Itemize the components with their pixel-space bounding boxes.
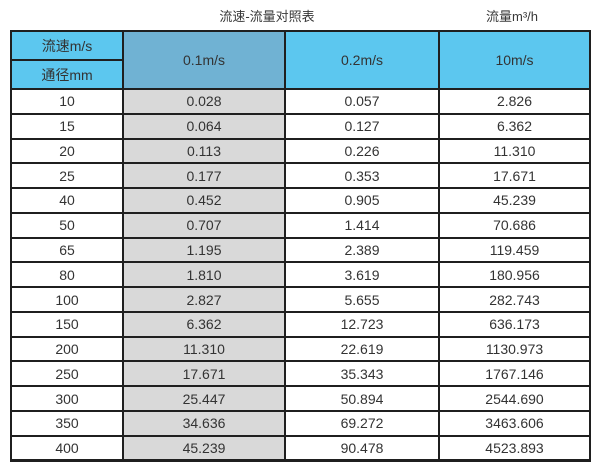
table-header: 流速m/s 0.1m/s 0.2m/s 10m/s 通径mm <box>10 30 591 90</box>
flow-value-cell: 0.177 <box>122 162 286 190</box>
flow-value-cell: 6.362 <box>122 310 286 338</box>
table-row: 100 2.827 5.655 282.743 <box>10 286 591 313</box>
flow-unit-label: 流量m³/h <box>485 9 539 24</box>
table-row: 150 6.362 12.723 636.173 <box>10 310 591 338</box>
header-column-0-2ms: 0.2m/s <box>284 30 440 90</box>
diameter-cell: 350 <box>10 409 124 437</box>
flow-value-cell: 45.239 <box>122 434 286 462</box>
flow-value-cell: 35.343 <box>284 360 440 388</box>
table-row: 300 25.447 50.894 2544.690 <box>10 385 591 412</box>
flow-value-cell: 1767.146 <box>438 360 591 388</box>
diameter-cell: 15 <box>10 112 124 140</box>
flow-value-cell: 90.478 <box>284 434 440 462</box>
flow-value-cell: 2.827 <box>122 286 286 313</box>
flow-value-cell: 50.894 <box>284 385 440 412</box>
flow-value-cell: 0.707 <box>122 211 286 239</box>
table-row: 65 1.195 2.389 119.459 <box>10 236 591 264</box>
flow-value-cell: 0.905 <box>284 187 440 214</box>
flow-value-cell: 34.636 <box>122 409 286 437</box>
flow-value-cell: 12.723 <box>284 310 440 338</box>
flow-value-cell: 180.956 <box>438 261 591 289</box>
flow-value-cell: 22.619 <box>284 335 440 363</box>
diameter-cell: 65 <box>10 236 124 264</box>
flow-value-cell: 11.310 <box>438 137 591 165</box>
flow-value-cell: 0.452 <box>122 187 286 214</box>
table-title: 流速-流量对照表 <box>219 9 315 24</box>
flow-value-cell: 0.127 <box>284 112 440 140</box>
flow-value-cell: 1.810 <box>122 261 286 289</box>
flow-value-cell: 0.028 <box>122 88 286 115</box>
flow-value-cell: 2.826 <box>438 88 591 115</box>
flow-value-cell: 0.057 <box>284 88 440 115</box>
diameter-cell: 25 <box>10 162 124 190</box>
flow-value-cell: 1130.973 <box>438 335 591 363</box>
flow-value-cell: 0.113 <box>122 137 286 165</box>
table-row: 350 34.636 69.272 3463.606 <box>10 409 591 437</box>
table-row: 10 0.028 0.057 2.826 <box>10 88 591 115</box>
diameter-cell: 80 <box>10 261 124 289</box>
table-row: 200 11.310 22.619 1130.973 <box>10 335 591 363</box>
flow-rate-table: 流速m/s 0.1m/s 0.2m/s 10m/s 通径mm 10 0.028 0.… <box>10 30 591 462</box>
table-row: 250 17.671 35.343 1767.146 <box>10 360 591 388</box>
diameter-cell: 10 <box>10 88 124 115</box>
flow-value-cell: 1.195 <box>122 236 286 264</box>
caption-row: 流速-流量对照表 流量m³/h <box>0 0 600 30</box>
flow-value-cell: 3.619 <box>284 261 440 289</box>
table-row: 400 45.239 90.478 4523.893 <box>10 434 591 462</box>
table-row: 50 0.707 1.414 70.686 <box>10 211 591 239</box>
diameter-cell: 100 <box>10 286 124 313</box>
diameter-cell: 200 <box>10 335 124 363</box>
flow-value-cell: 5.655 <box>284 286 440 313</box>
flow-value-cell: 4523.893 <box>438 434 591 462</box>
flow-value-cell: 11.310 <box>122 335 286 363</box>
flow-value-cell: 70.686 <box>438 211 591 239</box>
flow-value-cell: 45.239 <box>438 187 591 214</box>
table-row: 40 0.452 0.905 45.239 <box>10 187 591 214</box>
flow-value-cell: 636.173 <box>438 310 591 338</box>
diameter-cell: 250 <box>10 360 124 388</box>
flow-value-cell: 2544.690 <box>438 385 591 412</box>
table-row: 25 0.177 0.353 17.671 <box>10 162 591 190</box>
flow-value-cell: 17.671 <box>438 162 591 190</box>
diameter-cell: 40 <box>10 187 124 214</box>
header-column-10ms: 10m/s <box>438 30 591 90</box>
flow-value-cell: 282.743 <box>438 286 591 313</box>
flow-value-cell: 3463.606 <box>438 409 591 437</box>
flow-value-cell: 119.459 <box>438 236 591 264</box>
diameter-cell: 150 <box>10 310 124 338</box>
flow-value-cell: 2.389 <box>284 236 440 264</box>
flow-value-cell: 25.447 <box>122 385 286 412</box>
table-body: 10 0.028 0.057 2.826 15 0.064 0.127 6.362 20 0.11… <box>10 88 591 462</box>
header-diameter-label: 通径mm <box>10 59 124 90</box>
flow-value-cell: 17.671 <box>122 360 286 388</box>
flow-value-cell: 0.064 <box>122 112 286 140</box>
flow-value-cell: 0.353 <box>284 162 440 190</box>
header-column-0-1ms: 0.1m/s <box>122 30 286 90</box>
flow-value-cell: 69.272 <box>284 409 440 437</box>
flow-value-cell: 0.226 <box>284 137 440 165</box>
flow-value-cell: 1.414 <box>284 211 440 239</box>
header-velocity-label: 流速m/s <box>10 30 124 61</box>
diameter-cell: 20 <box>10 137 124 165</box>
flow-value-cell: 6.362 <box>438 112 591 140</box>
table-row: 80 1.810 3.619 180.956 <box>10 261 591 289</box>
diameter-cell: 300 <box>10 385 124 412</box>
diameter-cell: 50 <box>10 211 124 239</box>
table-row: 20 0.113 0.226 11.310 <box>10 137 591 165</box>
diameter-cell: 400 <box>10 434 124 462</box>
table-row: 15 0.064 0.127 6.362 <box>10 112 591 140</box>
